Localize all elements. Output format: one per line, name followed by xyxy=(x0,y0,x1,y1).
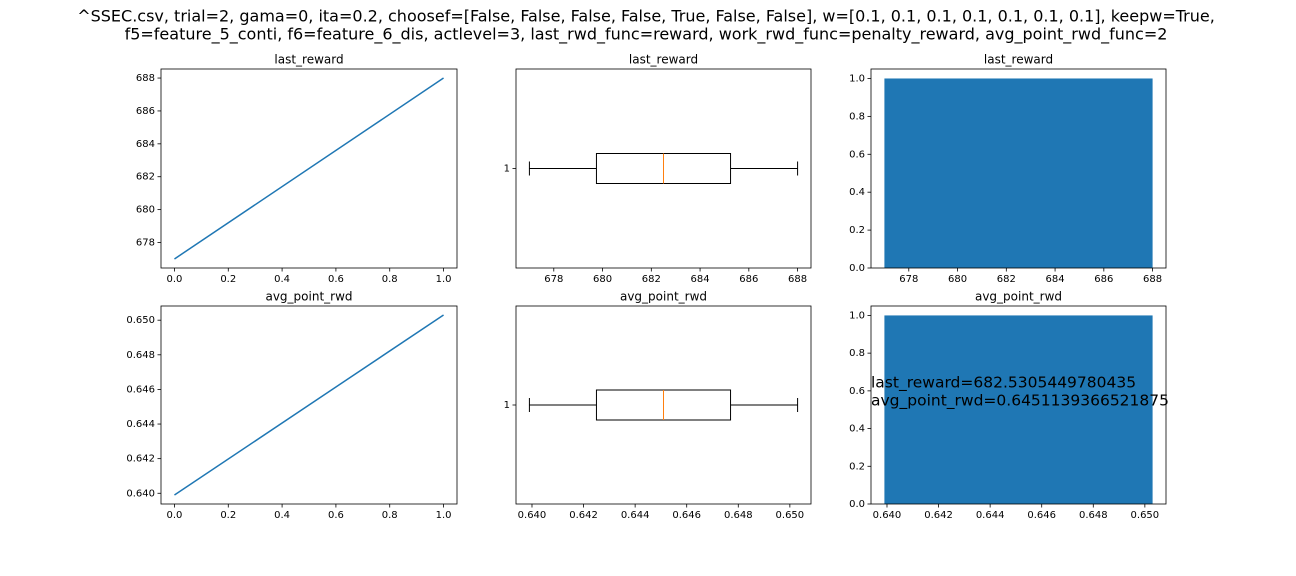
annotation: last_reward=682.5305449780435 xyxy=(871,374,1136,393)
line xyxy=(174,77,444,260)
x-tick-label: 0.6 xyxy=(328,510,344,521)
y-tick-label: 0.8 xyxy=(849,348,865,359)
x-tick-label: 0.644 xyxy=(976,510,1005,521)
y-tick-label: 0.646 xyxy=(126,384,155,395)
x-tick-label: 0.4 xyxy=(274,274,290,285)
x-tick-label: 686 xyxy=(1094,274,1113,285)
y-tick-label: 0.0 xyxy=(849,499,865,510)
figure-title: f5=feature_5_conti, f6=feature_6_dis, ac… xyxy=(125,25,1168,45)
y-tick-label: 0.650 xyxy=(126,315,155,326)
x-tick-label: 682 xyxy=(642,274,661,285)
x-tick-label: 0.642 xyxy=(924,510,953,521)
x-tick-label: 0.2 xyxy=(220,274,236,285)
x-tick-label: 0.640 xyxy=(873,510,902,521)
x-tick-label: 0.646 xyxy=(1027,510,1056,521)
axes-title: last_reward xyxy=(274,53,343,67)
y-tick-label: 0.2 xyxy=(849,225,865,236)
x-tick-label: 0.650 xyxy=(776,510,805,521)
y-tick-label: 0.6 xyxy=(849,149,865,160)
y-tick-label: 0.644 xyxy=(126,419,155,430)
x-tick-label: 0.642 xyxy=(569,510,598,521)
x-tick-label: 678 xyxy=(899,274,918,285)
x-tick-label: 680 xyxy=(948,274,967,285)
axes-frame xyxy=(870,305,1167,505)
y-tick-label: 0.4 xyxy=(849,187,865,198)
y-tick-label: 1 xyxy=(504,400,510,411)
axes-title: avg_point_rwd xyxy=(620,290,707,304)
x-tick-label: 0.2 xyxy=(220,510,236,521)
x-tick-label: 0.6 xyxy=(328,274,344,285)
axes-frame xyxy=(870,68,1167,269)
y-tick-label: 0.8 xyxy=(849,111,865,122)
x-tick-label: 0.644 xyxy=(621,510,650,521)
axes-frame xyxy=(160,305,458,505)
axes-frame xyxy=(515,68,812,269)
x-tick-label: 678 xyxy=(544,274,563,285)
bar xyxy=(884,315,1153,504)
y-tick-label: 0.642 xyxy=(126,454,155,465)
x-tick-label: 684 xyxy=(691,274,710,285)
y-tick-label: 1.0 xyxy=(849,73,865,84)
axes-title: last_reward xyxy=(984,53,1053,67)
y-tick-label: 678 xyxy=(136,238,155,249)
y-tick-label: 0.648 xyxy=(126,350,155,361)
y-tick-label: 1 xyxy=(504,164,510,175)
bar xyxy=(884,78,1153,268)
x-tick-label: 0.8 xyxy=(382,510,398,521)
y-tick-label: 0.640 xyxy=(126,488,155,499)
y-tick-label: 0.2 xyxy=(849,461,865,472)
y-tick-label: 680 xyxy=(136,205,155,216)
x-tick-label: 682 xyxy=(997,274,1016,285)
y-tick-label: 688 xyxy=(136,73,155,84)
y-tick-label: 686 xyxy=(136,106,155,117)
y-tick-label: 0.6 xyxy=(849,386,865,397)
figure-title: ^SSEC.csv, trial=2, gama=0, ita=0.2, cho… xyxy=(77,7,1215,26)
x-tick-label: 0.648 xyxy=(724,510,753,521)
y-tick-label: 0.0 xyxy=(849,263,865,274)
x-tick-label: 680 xyxy=(593,274,612,285)
x-tick-label: 0.648 xyxy=(1079,510,1108,521)
x-tick-label: 0.0 xyxy=(167,274,183,285)
axes-frame xyxy=(515,305,812,505)
x-tick-label: 684 xyxy=(1046,274,1065,285)
x-tick-label: 0.8 xyxy=(382,274,398,285)
axes-title: last_reward xyxy=(629,53,698,67)
axes-frame xyxy=(160,68,458,269)
y-tick-label: 0.4 xyxy=(849,424,865,435)
x-tick-label: 1.0 xyxy=(436,274,452,285)
y-tick-label: 684 xyxy=(136,139,155,150)
x-tick-label: 0.650 xyxy=(1131,510,1160,521)
axes-title: avg_point_rwd xyxy=(265,290,352,304)
x-tick-label: 0.646 xyxy=(672,510,701,521)
y-tick-label: 1.0 xyxy=(849,310,865,321)
annotation: avg_point_rwd=0.6451139366521875 xyxy=(871,392,1169,411)
axes-title: avg_point_rwd xyxy=(975,290,1062,304)
x-tick-label: 0.4 xyxy=(274,510,290,521)
y-tick-label: 682 xyxy=(136,172,155,183)
x-tick-label: 1.0 xyxy=(436,510,452,521)
line xyxy=(174,314,444,496)
x-tick-label: 688 xyxy=(788,274,807,285)
x-tick-label: 0.0 xyxy=(167,510,183,521)
x-tick-label: 686 xyxy=(739,274,758,285)
x-tick-label: 688 xyxy=(1143,274,1162,285)
x-tick-label: 0.640 xyxy=(518,510,547,521)
